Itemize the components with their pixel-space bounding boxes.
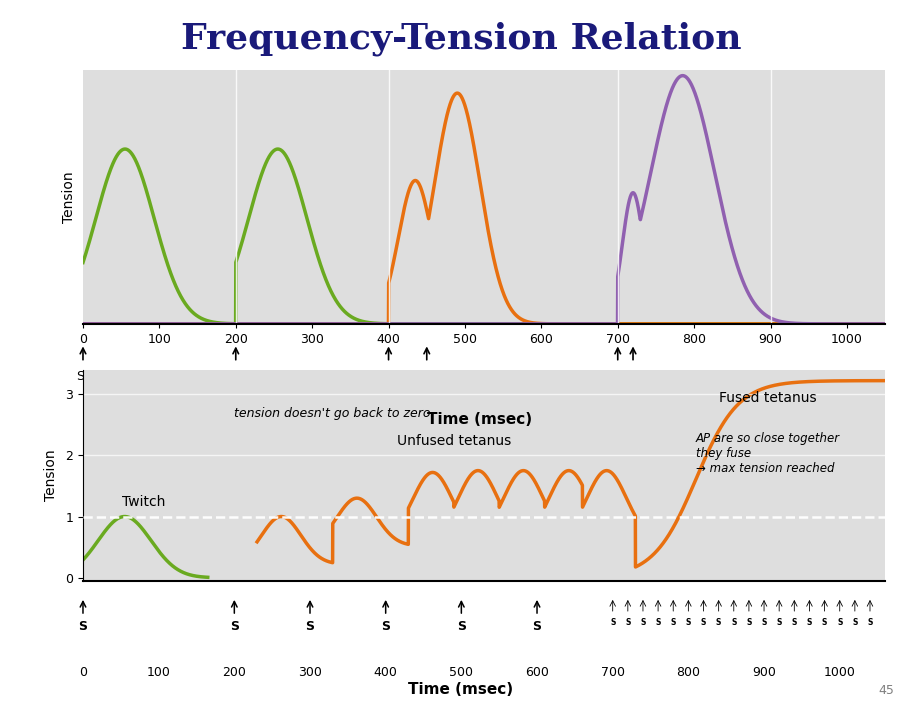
Text: S: S (731, 618, 737, 627)
Text: S: S (305, 620, 314, 632)
Text: S: S (762, 618, 767, 627)
Text: S: S (610, 618, 615, 627)
Text: 800: 800 (677, 666, 701, 679)
Text: S: S (807, 618, 812, 627)
Text: S$_{1}$: S$_{1}$ (76, 370, 90, 384)
Text: S: S (381, 620, 390, 632)
Text: S$_{5}$: S$_{5}$ (610, 370, 625, 384)
Text: 100: 100 (147, 666, 171, 679)
Text: S$_{2}$: S$_{2}$ (229, 370, 243, 384)
Text: S: S (625, 618, 631, 627)
Text: 200: 200 (222, 666, 246, 679)
Text: S: S (746, 618, 751, 627)
Text: S: S (852, 618, 857, 627)
Text: S: S (701, 618, 706, 627)
Text: S$_{6}$: S$_{6}$ (625, 370, 641, 384)
Text: S: S (868, 618, 872, 627)
Text: 300: 300 (298, 666, 322, 679)
Text: Twitch: Twitch (122, 495, 165, 509)
Text: Unfused tetanus: Unfused tetanus (396, 434, 511, 448)
Text: Frequency-Tension Relation: Frequency-Tension Relation (181, 21, 741, 56)
Text: S: S (822, 618, 827, 627)
Text: S: S (837, 618, 843, 627)
Text: S: S (686, 618, 692, 627)
Text: 600: 600 (526, 666, 549, 679)
Text: 1000: 1000 (823, 666, 856, 679)
Text: 700: 700 (601, 666, 625, 679)
Text: S: S (640, 618, 645, 627)
Text: S$_{4}$: S$_{4}$ (420, 370, 434, 384)
Text: S: S (792, 618, 797, 627)
Text: S$_{3}$: S$_{3}$ (381, 370, 396, 384)
Text: S: S (533, 620, 541, 632)
Text: Time (msec): Time (msec) (427, 412, 532, 427)
Text: 500: 500 (449, 666, 473, 679)
Text: 45: 45 (879, 684, 894, 697)
Text: 400: 400 (373, 666, 397, 679)
Text: AP are so close together
they fuse
→ max tension reached: AP are so close together they fuse → max… (696, 432, 840, 475)
Y-axis label: Tension: Tension (44, 449, 58, 501)
Text: tension doesn't go back to zero: tension doesn't go back to zero (234, 407, 431, 420)
Text: S: S (456, 620, 466, 632)
Text: S: S (670, 618, 676, 627)
Text: 900: 900 (752, 666, 776, 679)
Y-axis label: Tension: Tension (62, 171, 76, 223)
Text: S: S (656, 618, 661, 627)
Text: Fused tetanus: Fused tetanus (718, 391, 816, 405)
Text: S: S (716, 618, 721, 627)
Text: S: S (230, 620, 239, 632)
Text: S: S (776, 618, 782, 627)
Text: 0: 0 (79, 666, 87, 679)
Text: S: S (78, 620, 88, 632)
Text: Time (msec): Time (msec) (408, 682, 514, 697)
